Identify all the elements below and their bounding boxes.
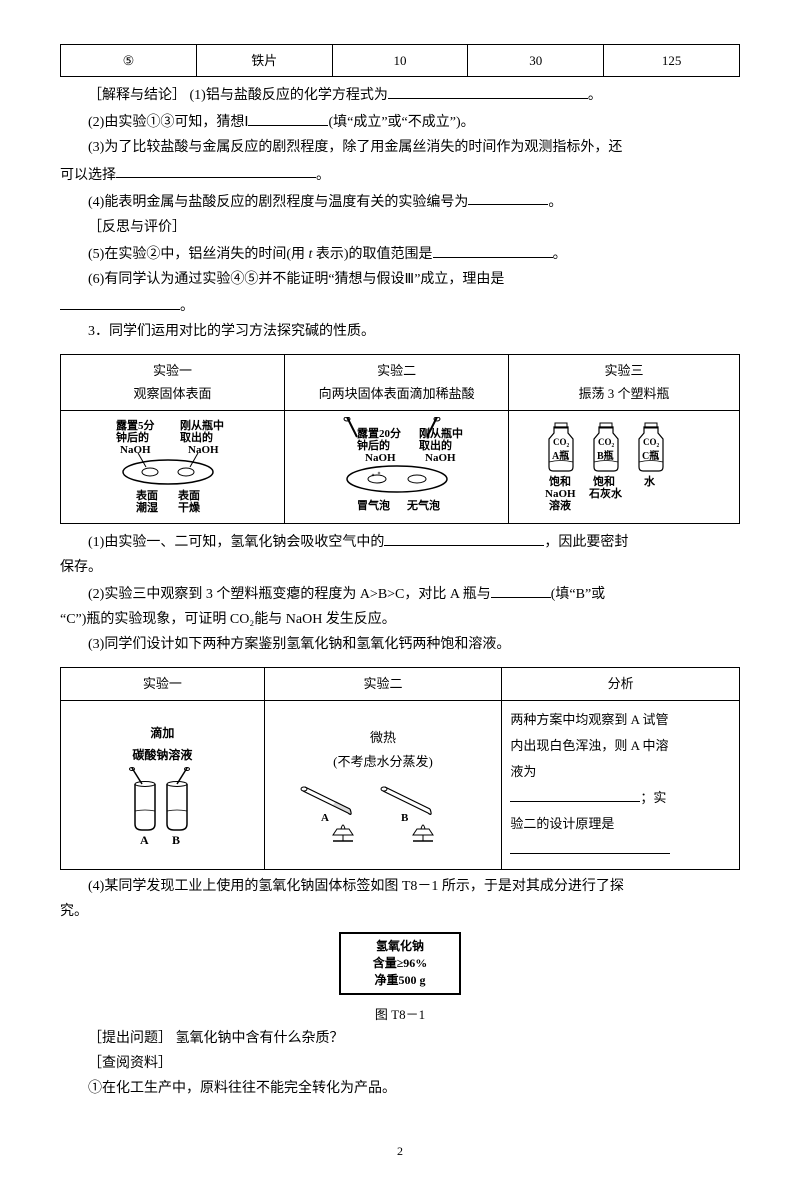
svg-text:NaOH: NaOH [365,452,396,464]
scheme-analysis: 两种方案中均观察到 A 试管 内出现白色浑浊，则 A 中溶 液为 ；实 验二的设… [502,700,740,869]
svg-text:NaOH: NaOH [188,444,219,456]
experiment-table: 实验一 观察固体表面 实验二 向两块固体表面滴加稀盐酸 实验三 振荡 3 个塑料… [60,354,740,524]
svg-text:A瓶: A瓶 [552,449,569,462]
cell-val2: 30 [468,45,604,77]
svg-text:CO₂: CO₂ [598,437,615,447]
svg-text:A: A [321,812,329,824]
exp1-diagram: 露置5分 钟后的 NaOH 刚从瓶中 取出的 NaOH 表面 潮湿 表面 干燥 [61,410,285,523]
line-q5: (5)在实验②中，铝丝消失的时间(用 t 表示)的取值范围是。 [60,240,740,267]
line-consult1: ①在化工生产中，原料往往不能完全转化为产品。 [60,1076,740,1101]
fig-caption: 图 T8－1 [60,1003,740,1026]
exp3-header: 实验三 振荡 3 个塑料瓶 [509,355,740,411]
cell-val3: 125 [604,45,740,77]
svg-text:B瓶: B瓶 [597,449,614,462]
svg-text:冒气泡: 冒气泡 [357,498,390,512]
svg-text:露置20分: 露置20分 [357,426,401,440]
svg-text:饱和: 饱和 [549,474,571,488]
blank-sol [510,785,640,802]
blank-p2 [491,580,551,598]
svg-text:钟后的: 钟后的 [357,438,390,452]
svg-text:NaOH: NaOH [545,488,576,500]
page-number: 2 [60,1141,740,1163]
section-reflect: ［反思与评价］ [60,215,740,240]
line-ask: ［提出问题］ 氢氧化钠中含有什么杂质？ [60,1026,740,1051]
line-analysis: ［解释与结论］ (1)铝与盐酸反应的化学方程式为。 [60,81,740,108]
line-q6a: (6)有同学认为通过实验④⑤并不能证明“猜想与假设Ⅲ”成立，理由是 [60,267,740,292]
exp1-header: 实验一 观察固体表面 [61,355,285,411]
line-q3b: 可以选择。 [60,161,740,188]
exp3-diagram: CO₂ A瓶 CO₂ B瓶 CO₂ C瓶 [509,410,740,523]
line-consult: ［查阅资料］ [60,1051,740,1076]
svg-text:表面: 表面 [177,488,200,502]
bottle-b: CO₂ B瓶 [594,423,618,471]
label-box: 氢氧化钠 含量≥96% 净重500 g [339,932,461,994]
blank-q2 [248,108,328,126]
cell-num: ⑤ [61,45,197,77]
scheme-table: 实验一 实验二 分析 滴加 碳酸钠溶液 A B 微热 [60,667,740,869]
line-p2c: “C”)瓶的实验现象，可证明 CO₂能与 NaOH 发生反应。 [60,607,740,632]
svg-text:石灰水: 石灰水 [588,486,623,500]
blank-q3 [116,161,316,179]
line-p3: (3)同学们设计如下两种方案鉴别氢氧化钠和氢氧化钙两种饱和溶液。 [60,632,740,657]
svg-text:NaOH: NaOH [425,452,456,464]
data-table-row5: ⑤ 铁片 10 30 125 [60,44,740,77]
line-q6b: 。 [60,292,740,319]
svg-text:CO₂: CO₂ [643,437,660,447]
bottle-a: CO₂ A瓶 [549,423,573,471]
svg-text:B: B [401,812,409,824]
line-p1c: 保存。 [60,555,740,580]
scheme-h3: 分析 [502,668,740,700]
svg-text:A: A [140,833,149,846]
blank-q1 [388,81,588,99]
scheme1-diagram: 滴加 碳酸钠溶液 A B [61,700,265,869]
scheme2-diagram: 微热 (不考虑水分蒸发) A [264,700,502,869]
bottle-c: CO₂ C瓶 [639,423,663,471]
blank-principle [510,837,670,854]
svg-text:刚从瓶中: 刚从瓶中 [419,426,463,440]
line-q3a: (3)为了比较盐酸与金属反应的剧烈程度，除了用金属丝消失的时间作为观测指标外，还 [60,135,740,160]
cell-val1: 10 [332,45,468,77]
svg-text:刚从瓶中: 刚从瓶中 [180,418,224,432]
txt: 露置5分 [116,418,155,432]
svg-text:B: B [172,833,180,846]
blank-q6 [60,292,180,310]
svg-text:CO₂: CO₂ [553,437,570,447]
line-q2: (2)由实验①③可知，猜想Ⅰ(填“成立”或“不成立”)。 [60,108,740,135]
exp2-diagram: 露置20分 钟后的 NaOH 刚从瓶中 取出的 NaOH 冒气泡 无气泡 [285,410,509,523]
svg-text:取出的: 取出的 [180,430,213,444]
svg-text:表面: 表面 [135,488,158,502]
svg-text:钟后的: 钟后的 [116,430,149,444]
blank-q4 [468,188,548,206]
svg-text:水: 水 [644,474,656,488]
svg-text:饱和: 饱和 [593,474,615,488]
line-p1a: (1)由实验一、二可知，氢氧化钠会吸收空气中的，因此要密封 [60,528,740,555]
svg-text:C瓶: C瓶 [642,449,659,462]
line-p4b: 究。 [60,899,740,924]
cell-metal: 铁片 [196,45,332,77]
scheme-h2: 实验二 [264,668,502,700]
svg-text:潮湿: 潮湿 [136,500,158,514]
svg-text:溶液: 溶液 [549,498,572,512]
q3-intro: 3．同学们运用对比的学习方法探究碱的性质。 [60,319,740,344]
svg-text:取出的: 取出的 [419,438,452,452]
svg-text:干燥: 干燥 [178,500,201,514]
svg-text:NaOH: NaOH [120,444,151,456]
scheme-h1: 实验一 [61,668,265,700]
line-p4a: (4)某同学发现工业上使用的氢氧化钠固体标签如图 T8－1 所示，于是对其成分进… [60,874,740,899]
blank-q5 [433,240,553,258]
line-q4: (4)能表明金属与盐酸反应的剧烈程度与温度有关的实验编号为。 [60,188,740,215]
line-p2a: (2)实验三中观察到 3 个塑料瓶变瘪的程度为 A>B>C，对比 A 瓶与(填“… [60,580,740,607]
exp2-header: 实验二 向两块固体表面滴加稀盐酸 [285,355,509,411]
blank-p1 [384,528,544,546]
svg-text:无气泡: 无气泡 [406,498,440,512]
